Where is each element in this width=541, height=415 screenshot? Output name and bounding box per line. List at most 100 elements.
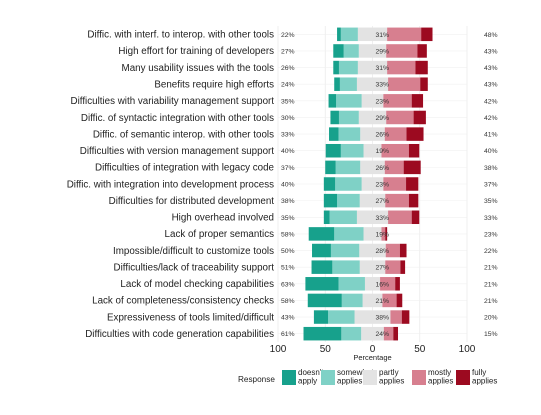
- bar-segment-13-partly-applies-3: [372, 243, 386, 258]
- bar-segment-13-doesnt-apply-2: [312, 243, 331, 258]
- category-label-7: Difficulties with version management sup…: [80, 146, 274, 157]
- bar-segment-13-partly-applies-0: [359, 243, 373, 258]
- bar-segment-3-partly-applies-3: [372, 77, 389, 91]
- legend-title: Response: [238, 375, 275, 384]
- right-percent-label-10: 35%: [484, 198, 498, 205]
- bar-segment-10-partly-applies-0: [359, 193, 373, 208]
- center-percent-label-0: 31%: [376, 32, 390, 39]
- bar-segment-0-doesnt-apply-2: [337, 27, 341, 42]
- legend-label-0: doesn't apply: [298, 368, 324, 386]
- right-percent-label-2: 43%: [484, 65, 498, 72]
- bar-segment-4-partly-applies-3: [372, 94, 384, 108]
- category-label-12: Lack of proper semantics: [165, 229, 275, 240]
- bar-segment-17-partly-applies-0: [354, 310, 373, 324]
- bar-segment-17-doesnt-apply-2: [313, 310, 329, 324]
- bar-segment-8-partly-applies-0: [360, 160, 373, 175]
- bar-segment-12-partly-applies-0: [363, 227, 373, 241]
- bar-segment-13-mostly-applies-4: [385, 243, 400, 258]
- center-percent-label-4: 23%: [376, 98, 390, 105]
- center-percent-label-10: 27%: [376, 198, 390, 205]
- right-percent-label-14: 21%: [484, 265, 498, 272]
- bar-segment-15-partly-applies-3: [372, 277, 381, 291]
- bar-segment-9-partly-applies-3: [372, 177, 384, 191]
- bar-segment-12-mostly-applies-4: [381, 227, 386, 241]
- bar-segment-11-doesnt-apply-2: [323, 210, 330, 225]
- bar-segment-18-partly-applies-3: [372, 326, 384, 341]
- bar-segment-6-partly-applies-3: [372, 127, 385, 141]
- x-tick-label-3: 50: [414, 344, 426, 355]
- right-percent-label-3: 43%: [484, 82, 498, 89]
- bar-segment-10-fully-applies-5: [408, 193, 419, 208]
- bar-segment-2-partly-applies-3: [372, 60, 388, 75]
- left-percent-label-8: 37%: [281, 165, 295, 172]
- bar-segment-7-somewhat-applies-1: [340, 143, 364, 158]
- bar-segment-9-mostly-applies-4: [383, 177, 407, 191]
- bar-segment-10-doesnt-apply-2: [323, 193, 338, 208]
- left-percent-label-18: 61%: [281, 331, 295, 338]
- bar-segment-6-somewhat-applies-1: [338, 127, 361, 141]
- bar-segment-15-mostly-applies-4: [380, 277, 396, 291]
- category-label-1: High effort for training of developers: [118, 46, 274, 57]
- left-percent-label-10: 38%: [281, 198, 295, 205]
- legend-swatch-1: [321, 370, 335, 385]
- bar-segment-1-fully-applies-5: [417, 44, 427, 58]
- bar-segment-4-fully-applies-5: [411, 94, 424, 108]
- bar-segment-12-partly-applies-3: [372, 227, 382, 241]
- bar-segment-10-partly-applies-3: [372, 193, 386, 208]
- category-label-14: Difficulties/lack of traceability suppor…: [114, 262, 275, 273]
- bar-segment-18-doesnt-apply-2: [303, 326, 342, 341]
- bar-segment-7-doesnt-apply-2: [325, 143, 341, 158]
- bar-segment-15-somewhat-applies-1: [338, 277, 365, 291]
- bar-segment-3-fully-applies-5: [420, 77, 428, 91]
- category-label-11: High overhead involved: [172, 213, 274, 224]
- bar-segment-6-mostly-applies-4: [384, 127, 407, 141]
- category-label-0: Diffic. with interf. to interop. with ot…: [87, 30, 274, 41]
- category-label-8: Difficulties of integration with legacy …: [95, 163, 275, 174]
- category-label-5: Diffic. of syntactic integration with ot…: [81, 113, 274, 124]
- center-percent-label-7: 19%: [376, 148, 390, 155]
- bar-segment-15-partly-applies-0: [364, 277, 373, 291]
- category-label-10: Difficulties for distributed development: [109, 196, 275, 207]
- bar-segment-2-partly-applies-0: [357, 60, 373, 75]
- category-label-4: Difficulties with variability management…: [71, 96, 275, 107]
- x-tick-label-1: 50: [320, 344, 332, 355]
- left-percent-label-15: 63%: [281, 281, 295, 288]
- bar-segment-0-fully-applies-5: [421, 27, 433, 42]
- legend-label-1: somewhat applies: [337, 368, 374, 386]
- bar-segment-15-fully-applies-5: [395, 277, 400, 291]
- bar-segment-6-doesnt-apply-2: [329, 127, 339, 141]
- bar-segment-1-somewhat-applies-1: [343, 44, 359, 58]
- right-percent-label-7: 40%: [484, 148, 498, 155]
- right-percent-label-1: 43%: [484, 48, 498, 55]
- bar-segment-14-mostly-applies-4: [385, 260, 401, 274]
- bar-segment-17-fully-applies-5: [401, 310, 410, 324]
- right-percent-label-4: 42%: [484, 98, 498, 105]
- center-percent-label-1: 29%: [376, 48, 390, 55]
- legend-label-3: mostly applies: [428, 368, 453, 386]
- center-percent-label-9: 23%: [376, 182, 390, 189]
- bar-segment-11-partly-applies-3: [372, 210, 389, 225]
- bar-segment-8-doesnt-apply-2: [325, 160, 336, 175]
- center-percent-label-2: 31%: [376, 65, 390, 72]
- right-percent-label-6: 41%: [484, 132, 498, 139]
- bar-segment-18-fully-applies-5: [393, 326, 399, 341]
- bar-segment-16-mostly-applies-4: [382, 293, 397, 308]
- bar-segment-9-partly-applies-0: [361, 177, 373, 191]
- bar-segment-7-fully-applies-5: [408, 143, 420, 158]
- category-label-16: Lack of completeness/consistency checks: [92, 296, 274, 307]
- bar-segment-1-partly-applies-3: [372, 44, 387, 58]
- bar-segment-4-doesnt-apply-2: [328, 94, 337, 108]
- x-tick-label-4: 100: [459, 344, 476, 355]
- bar-segment-0-mostly-applies-4: [387, 27, 422, 42]
- legend-swatch-0: [282, 370, 296, 385]
- bar-segment-3-partly-applies-0: [356, 77, 373, 91]
- left-percent-label-2: 26%: [281, 65, 295, 72]
- right-percent-label-17: 20%: [484, 315, 498, 322]
- bar-segment-11-somewhat-applies-1: [329, 210, 357, 225]
- left-percent-label-5: 30%: [281, 115, 295, 122]
- x-axis-title: Percentage: [353, 353, 391, 362]
- bar-segment-6-fully-applies-5: [406, 127, 424, 141]
- center-percent-label-17: 38%: [376, 315, 390, 322]
- right-percent-label-13: 22%: [484, 248, 498, 255]
- center-percent-label-16: 21%: [376, 298, 390, 305]
